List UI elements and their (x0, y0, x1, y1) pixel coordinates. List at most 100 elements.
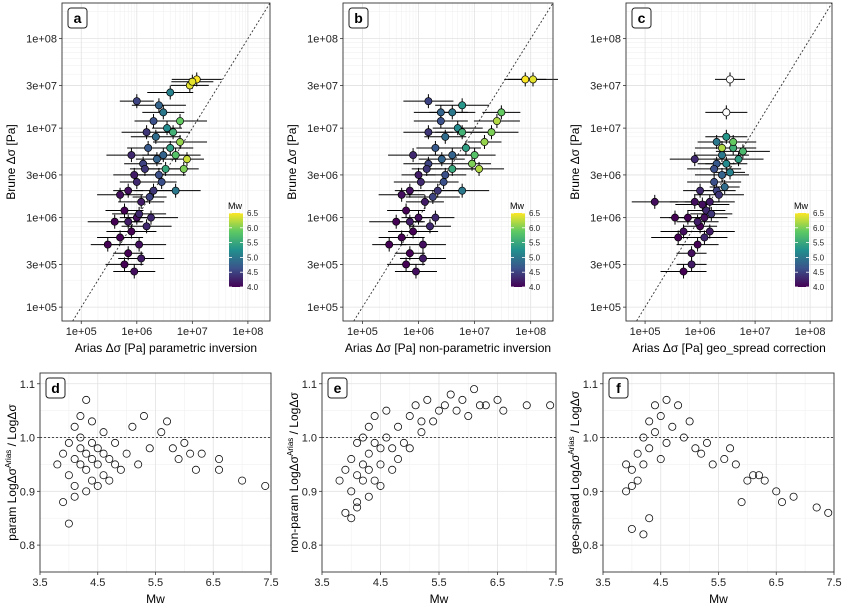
data-point (76, 460, 85, 469)
data-point (93, 481, 102, 490)
data-point (696, 186, 705, 195)
y-tick-label: 1.1 (20, 379, 35, 391)
plot-border (625, 2, 833, 322)
data-point (124, 186, 133, 195)
data-point (737, 498, 746, 507)
colorbar-tick-label: 4.5 (529, 268, 541, 277)
panel-f: 3.5 4.5 5.5 6.5 7.5 0.8 0.9 1.0 1.1 f Mw geo-spread… (567, 372, 842, 606)
data-point (151, 132, 160, 141)
data-point (99, 449, 108, 458)
data-point (436, 108, 445, 117)
data-point (546, 401, 555, 410)
data-point (499, 406, 508, 415)
x-axis-label: Mw (709, 592, 728, 606)
data-point (458, 395, 467, 404)
data-point (59, 498, 68, 507)
data-point (382, 433, 391, 442)
x-tick-label: 1e+06 (403, 326, 434, 338)
panel-letter: f (616, 380, 621, 396)
data-point (59, 449, 68, 458)
data-point (353, 498, 362, 507)
data-point (70, 492, 79, 501)
data-point (645, 444, 654, 453)
data-point (627, 524, 636, 533)
data-point (718, 144, 726, 152)
data-point (650, 428, 659, 437)
data-point (116, 465, 125, 474)
data-point (124, 249, 133, 258)
data-point (458, 128, 467, 137)
y-axis-label: Brune Δσ [Pa] (568, 124, 582, 199)
data-point (700, 233, 709, 242)
data-point (622, 487, 631, 496)
plot-border (602, 372, 835, 573)
panel-badge (348, 7, 369, 29)
data-point (358, 460, 367, 469)
data-point (157, 178, 166, 186)
data-point (261, 481, 270, 490)
data-point (132, 97, 141, 106)
data-point (705, 227, 714, 236)
data-point (645, 514, 654, 523)
y-tick-label: 3e+05 (26, 259, 57, 271)
data-point (215, 465, 224, 474)
data-point (679, 433, 688, 442)
x-tick-label: 6.5 (206, 577, 221, 589)
x-tick-label: 4.5 (90, 577, 105, 589)
data-point (416, 178, 425, 186)
y-tick-label: 0.9 (302, 486, 317, 498)
y-tick-label: 1.0 (20, 433, 35, 445)
x-tick-label: 6.5 (769, 577, 784, 589)
y-tick-label: 3e+06 (26, 170, 57, 182)
x-tick-label: 1e+08 (795, 326, 826, 338)
data-point (824, 508, 833, 517)
x-tick-label: 1e+06 (685, 326, 716, 338)
x-tick-label: 1e+08 (232, 326, 263, 338)
y-tick-label: 1e+08 (26, 34, 57, 46)
data-point (431, 144, 440, 152)
data-point (70, 455, 79, 464)
data-point (448, 151, 457, 160)
x-tick-label: 1e+05 (347, 326, 378, 338)
colorbar-tick-label: 6.5 (529, 209, 541, 218)
data-point (191, 465, 200, 474)
data-point (64, 471, 73, 480)
data-point (749, 471, 758, 480)
data-point (370, 438, 379, 447)
data-point (397, 233, 406, 242)
data-point (424, 128, 433, 137)
colorbar-tick-label: 4.0 (813, 283, 825, 292)
data-point (110, 217, 119, 226)
one-to-one-line (353, 2, 554, 322)
x-tick-label: 5.5 (711, 577, 726, 589)
data-point (698, 200, 707, 209)
data-point (179, 164, 188, 173)
y-tick-label: 1e+07 (26, 123, 57, 135)
data-point (145, 444, 154, 453)
data-point (128, 422, 137, 431)
colorbar-ramp (229, 213, 243, 287)
x-tick-label: 1e+08 (515, 326, 546, 338)
data-point (441, 170, 450, 179)
data-point (722, 108, 731, 117)
y-axis-label-main: param LogΔσ (5, 467, 19, 540)
data-point (405, 186, 414, 195)
y-axis-label-tail: / LogΔσ (5, 404, 19, 450)
data-point (197, 449, 206, 458)
data-point (627, 481, 636, 490)
y-tick-label: 0.8 (302, 540, 317, 552)
y-axis-label-sup: Arias (4, 450, 13, 468)
x-axis-label: Arias Δσ [Pa] geo_spread correction (632, 341, 826, 355)
y-axis-label-tail: / LogΔσ (287, 392, 301, 438)
x-tick-label: 7.5 (826, 577, 841, 589)
data-point (147, 213, 155, 222)
x-tick-label: 1e+07 (740, 326, 771, 338)
colorbar-tick-label: 5.0 (529, 253, 541, 262)
data-point (76, 433, 85, 442)
data-point (149, 186, 158, 195)
data-point (789, 492, 798, 501)
panel-c: 1e+05 1e+06 1e+07 1e+08 1e+05 3e+05 1e+06 3e+06… (568, 2, 833, 355)
y-axis-label: Brune Δσ [Pa] (285, 124, 299, 199)
x-tick-label: 5.5 (148, 577, 163, 589)
data-point (731, 460, 740, 469)
